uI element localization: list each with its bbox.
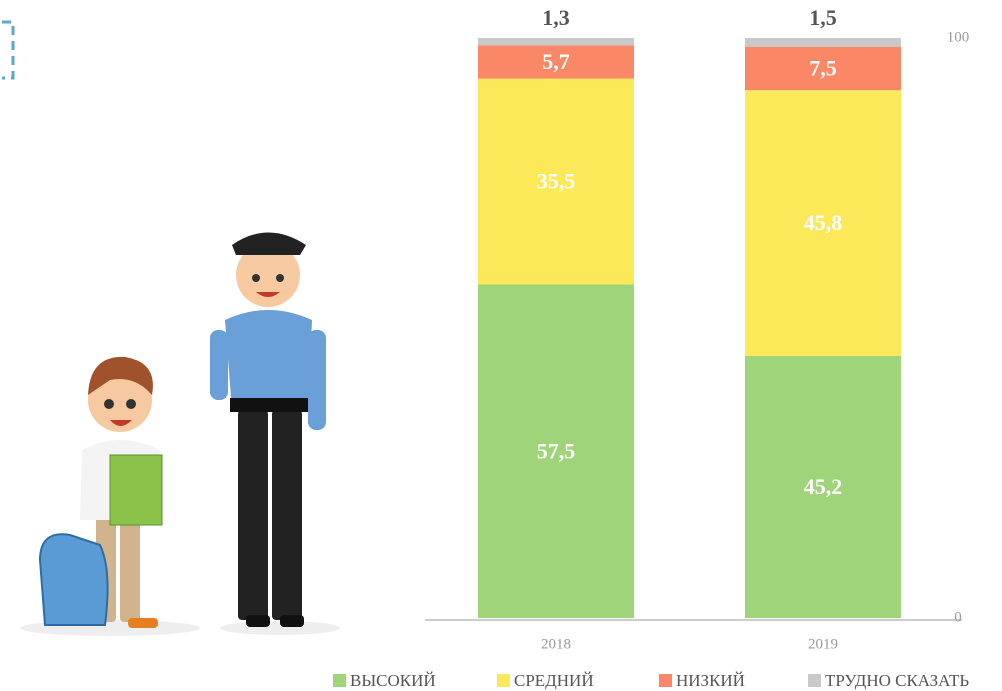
bar-segment — [478, 45, 634, 79]
legend-swatch — [497, 674, 510, 687]
y-tick-label: 0 — [954, 609, 962, 625]
data-label: 45,2 — [804, 474, 843, 499]
illustration — [20, 232, 340, 636]
y-tick-label: 100 — [947, 29, 970, 45]
legend-swatch — [808, 674, 821, 687]
legend-label: СРЕДНИЙ — [514, 671, 594, 690]
legend-label: НИЗКИЙ — [676, 671, 745, 690]
legend-label: ТРУДНО СКАЗАТЬ — [825, 671, 969, 690]
data-label: 57,5 — [537, 438, 576, 463]
bar-segment — [478, 78, 634, 285]
bar-segment — [478, 38, 634, 46]
data-label: 35,5 — [537, 169, 576, 194]
bar-segment — [478, 284, 634, 618]
data-label: 45,8 — [804, 210, 843, 235]
data-label: 5,7 — [542, 49, 570, 74]
data-label: 1,5 — [809, 5, 837, 30]
x-tick-label: 2018 — [541, 636, 571, 652]
legend-swatch — [333, 674, 346, 687]
decor-bracket — [2, 20, 15, 80]
x-tick-label: 2019 — [808, 636, 838, 652]
legend-swatch — [659, 674, 672, 687]
data-label: 7,5 — [809, 55, 837, 80]
data-label: 1,3 — [542, 5, 570, 30]
bar-segment — [745, 46, 901, 91]
legend-label: ВЫСОКИЙ — [350, 671, 436, 690]
bar-segment — [745, 38, 901, 47]
bar-segment — [745, 90, 901, 356]
bar-segment — [745, 355, 901, 618]
